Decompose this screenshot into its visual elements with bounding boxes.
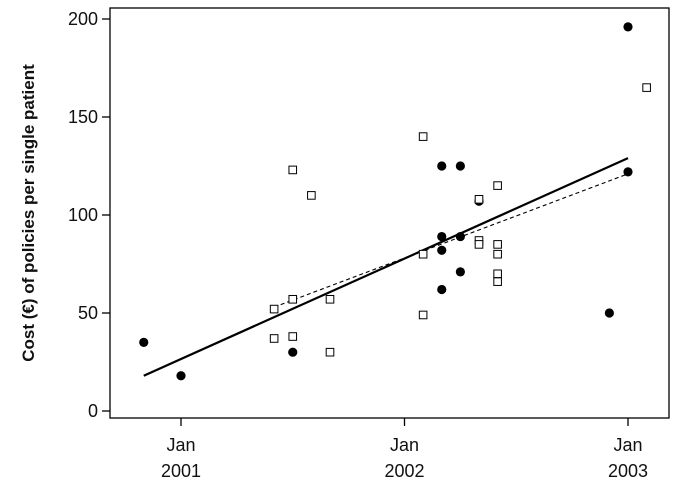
data-point-circle xyxy=(455,161,465,171)
data-points xyxy=(139,22,651,381)
data-point-square xyxy=(493,240,502,249)
y-tick-label: 150 xyxy=(68,107,98,127)
data-point-square xyxy=(493,181,502,190)
x-axis: Jan 2001 Jan 2002 Jan 2003 xyxy=(161,418,648,481)
data-point-circle xyxy=(437,245,447,255)
data-point-circle xyxy=(455,267,465,277)
plot-border xyxy=(109,7,670,419)
data-point-square xyxy=(269,304,279,314)
trendline-dashed xyxy=(273,173,629,308)
data-point-square xyxy=(325,294,335,304)
data-point-square xyxy=(269,334,279,343)
data-point-circle xyxy=(437,231,447,242)
y-tick-label: 50 xyxy=(78,303,98,323)
data-point-square xyxy=(474,240,484,249)
data-point-square xyxy=(288,332,298,341)
trendlines xyxy=(143,157,629,377)
data-point-circle xyxy=(604,308,614,318)
data-point-circle xyxy=(176,371,186,381)
y-tick-label: 0 xyxy=(88,401,98,421)
x-tick-label-year: 2001 xyxy=(161,461,201,481)
y-tick-label: 100 xyxy=(68,205,98,225)
data-point-circle xyxy=(139,337,149,347)
x-tick-label-month: Jan xyxy=(166,435,195,455)
data-point-circle xyxy=(437,284,447,295)
x-tick-label-month: Jan xyxy=(390,435,419,455)
y-axis: 0 50 100 150 200 xyxy=(68,9,110,421)
data-point-circle xyxy=(623,22,633,32)
data-point-square xyxy=(418,310,428,320)
data-point-square xyxy=(418,249,428,259)
trendline-solid xyxy=(143,157,629,377)
data-point-square xyxy=(642,83,651,92)
data-point-circle xyxy=(288,347,298,357)
y-tick-label: 200 xyxy=(68,9,98,29)
data-point-square xyxy=(307,191,316,200)
data-point-square xyxy=(493,277,502,286)
data-point-circle xyxy=(455,231,465,242)
data-point-square xyxy=(418,132,428,141)
data-point-square xyxy=(493,249,502,259)
data-point-square xyxy=(474,195,484,204)
data-point-circle xyxy=(623,167,633,177)
data-point-circle xyxy=(437,161,447,171)
x-tick-label-year: 2002 xyxy=(384,461,424,481)
x-tick-label-month: Jan xyxy=(613,435,642,455)
y-axis-label: Cost (€) of policies per single patient xyxy=(19,64,38,362)
data-point-square xyxy=(288,165,298,175)
plot-frame xyxy=(109,7,670,419)
data-point-square xyxy=(493,269,502,279)
data-point-square xyxy=(325,347,335,357)
x-tick-label-year: 2003 xyxy=(608,461,648,481)
data-point-square xyxy=(288,294,298,304)
